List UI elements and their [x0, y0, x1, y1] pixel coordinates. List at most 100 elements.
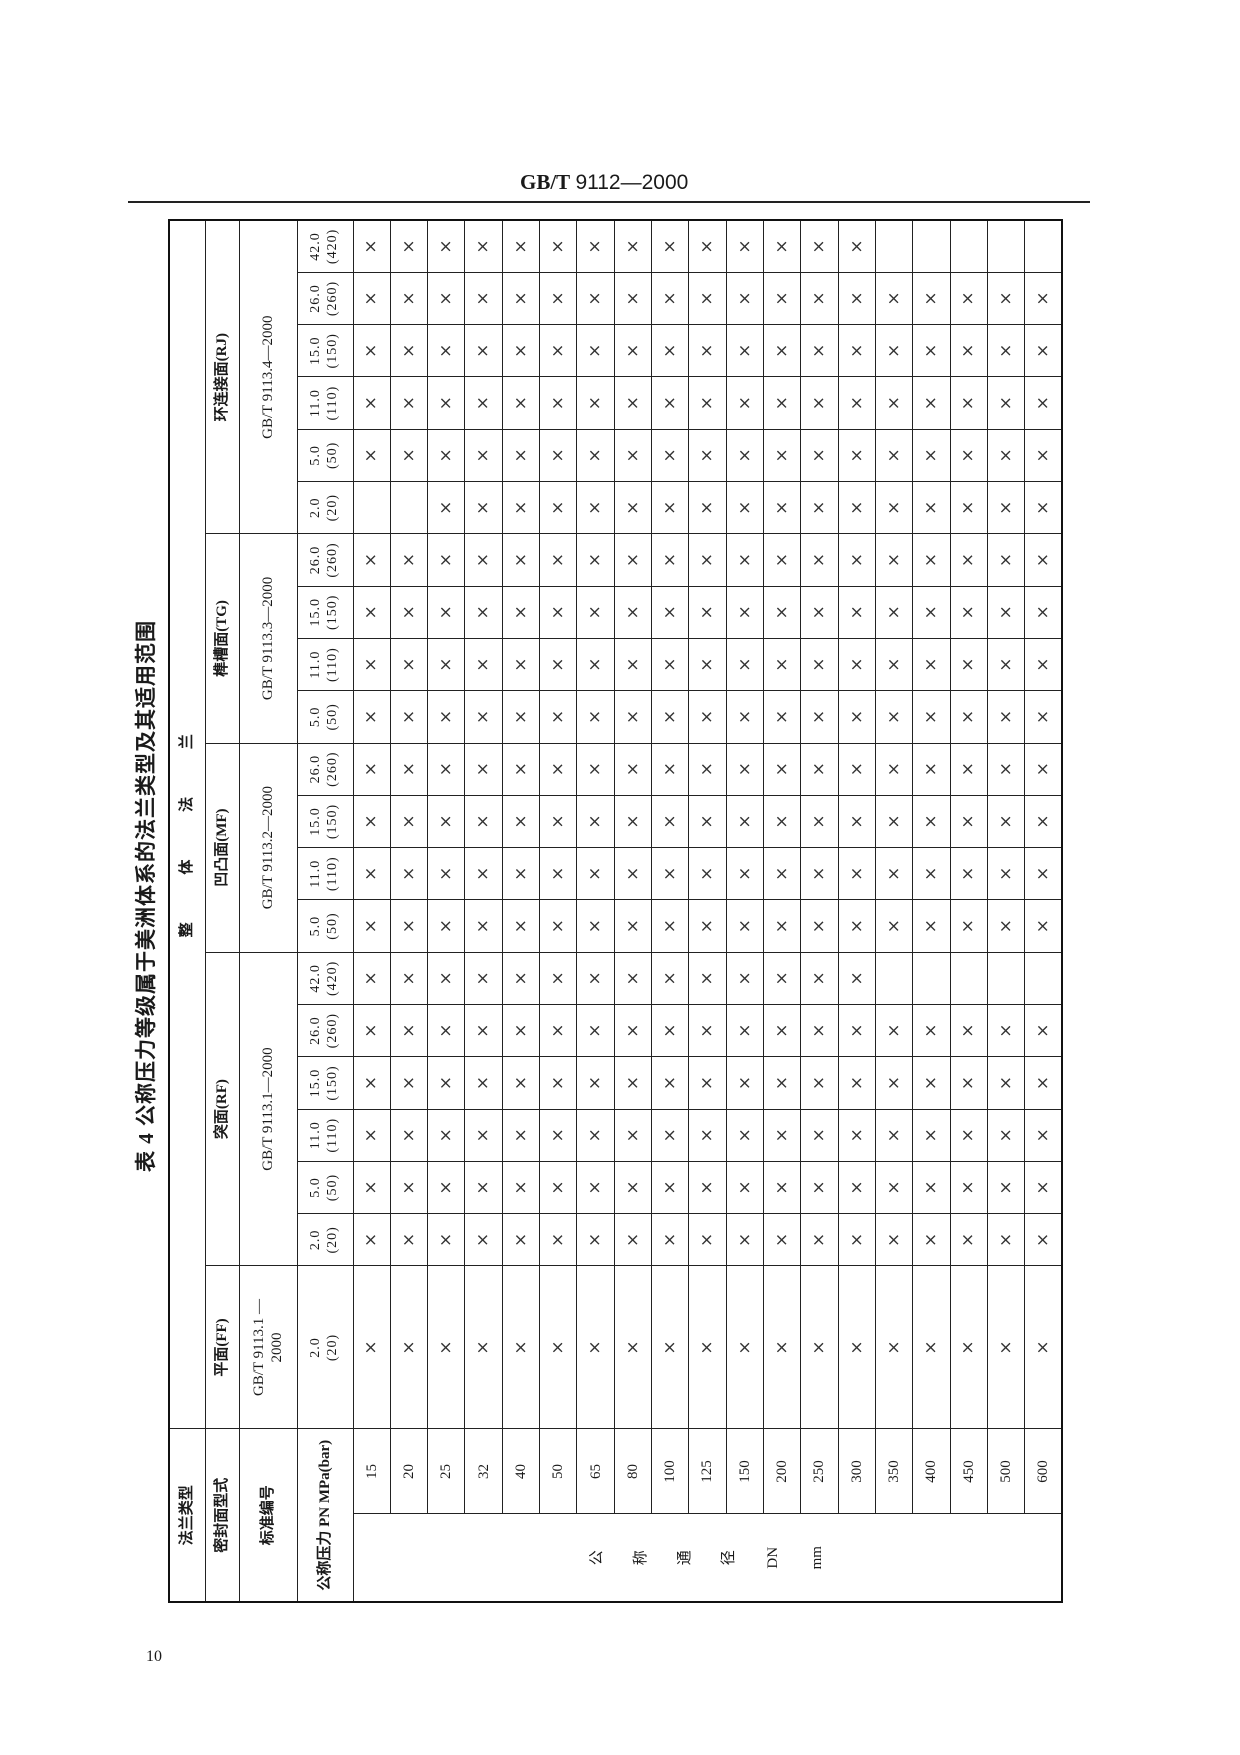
- applicable-mark: ×: [502, 1109, 540, 1162]
- empty-cell: [1024, 220, 1062, 273]
- applicable-mark: ×: [502, 272, 540, 325]
- applicable-mark: ×: [427, 743, 465, 796]
- applicable-mark: ×: [688, 533, 727, 587]
- applicable-mark: ×: [950, 586, 988, 639]
- table-row: 公称通径 DN mm 15 × × × × × × × × × × × × × × × × × × × ×: [353, 220, 1062, 1602]
- applicable-mark: ×: [688, 1109, 727, 1162]
- pressure-mpa: 11.0: [308, 1121, 324, 1150]
- applicable-mark: ×: [726, 1109, 764, 1162]
- applicable-mark: ×: [912, 1109, 950, 1162]
- empty-cell: [912, 220, 950, 273]
- applicable-mark: ×: [651, 1213, 689, 1266]
- applicable-mark: ×: [502, 376, 540, 430]
- dn-value: 400: [912, 1428, 950, 1514]
- standard-no-header: GB/T 9113.1 —2000: [239, 1265, 297, 1429]
- applicable-mark: ×: [838, 533, 876, 587]
- table-row: 600 × × × × × × × × × × × × × × × × × × ×: [1024, 220, 1062, 1602]
- applicable-mark: ×: [614, 324, 652, 377]
- empty-cell: [1024, 952, 1062, 1005]
- applicable-mark: ×: [1024, 638, 1062, 691]
- dn-label-part: mm: [809, 1546, 826, 1570]
- applicable-mark: ×: [987, 481, 1025, 534]
- applicable-mark: ×: [390, 429, 428, 482]
- dn-value: 200: [763, 1428, 801, 1514]
- pressure-bar: (50): [325, 441, 340, 470]
- applicable-mark: ×: [576, 690, 615, 744]
- applicable-mark: ×: [502, 429, 540, 482]
- applicable-mark: ×: [390, 1265, 428, 1429]
- applicable-mark: ×: [464, 429, 503, 482]
- applicable-mark: ×: [800, 952, 839, 1005]
- applicable-mark: ×: [651, 533, 689, 587]
- applicable-mark: ×: [875, 481, 913, 534]
- table-row: 25 × × × × × × × × × × × × × × × × × × × × ×: [427, 220, 465, 1602]
- applicable-mark: ×: [875, 533, 913, 587]
- applicable-mark: ×: [950, 324, 988, 377]
- applicable-mark: ×: [614, 847, 652, 900]
- dn-label: 公 称 通 径 DN mm: [588, 1515, 826, 1602]
- applicable-mark: ×: [987, 1004, 1025, 1057]
- table-title: 表 4 公称压力等级属于美洲体系的法兰类型及其适用范围: [134, 620, 158, 1172]
- applicable-mark: ×: [838, 899, 876, 953]
- applicable-mark: ×: [651, 690, 689, 744]
- applicable-mark: ×: [539, 899, 577, 953]
- applicable-mark: ×: [353, 1004, 391, 1057]
- applicable-mark: ×: [875, 847, 913, 900]
- applicable-mark: ×: [763, 376, 801, 430]
- table-row: 150 × × × × × × × × × × × × × × × × × × × × ×: [726, 220, 764, 1602]
- applicable-mark: ×: [726, 586, 764, 639]
- dn-value: 20: [390, 1428, 428, 1514]
- applicable-mark: ×: [726, 481, 764, 534]
- applicable-mark: ×: [688, 586, 727, 639]
- applicable-mark: ×: [353, 324, 391, 377]
- pressure-mpa: 15.0: [308, 598, 324, 627]
- applicable-mark: ×: [688, 743, 727, 796]
- applicable-mark: ×: [502, 1004, 540, 1057]
- applicable-mark: ×: [390, 690, 428, 744]
- applicable-mark: ×: [726, 899, 764, 953]
- dn-label-part: 通: [677, 1550, 694, 1566]
- dn-label-part: 径: [721, 1550, 738, 1566]
- applicable-mark: ×: [651, 743, 689, 796]
- applicable-mark: ×: [502, 481, 540, 534]
- sealing-face-header: 突面(RF): [205, 952, 239, 1266]
- applicable-mark: ×: [390, 952, 428, 1005]
- applicable-mark: ×: [838, 272, 876, 325]
- pressure-header: 5.0 (50): [297, 690, 353, 744]
- applicable-mark: ×: [1024, 272, 1062, 325]
- applicable-mark: ×: [912, 690, 950, 744]
- applicable-mark: ×: [838, 429, 876, 482]
- applicable-mark: ×: [539, 1056, 577, 1110]
- applicable-mark: ×: [838, 1056, 876, 1110]
- applicable-mark: ×: [502, 324, 540, 377]
- applicable-mark: ×: [763, 220, 801, 273]
- applicable-mark: ×: [427, 952, 465, 1005]
- applicable-mark: ×: [502, 690, 540, 744]
- applicable-mark: ×: [838, 1004, 876, 1057]
- applicable-mark: ×: [763, 638, 801, 691]
- applicable-mark: ×: [688, 899, 727, 953]
- applicable-mark: ×: [688, 1265, 727, 1429]
- applicable-mark: ×: [651, 1056, 689, 1110]
- applicable-mark: ×: [800, 220, 839, 273]
- pressure-header: 11.0 (110): [297, 638, 353, 691]
- applicable-mark: ×: [614, 1109, 652, 1162]
- applicable-mark: ×: [502, 899, 540, 953]
- dn-label-part: DN: [765, 1546, 782, 1569]
- applicable-mark: ×: [427, 1265, 465, 1429]
- applicable-mark: ×: [763, 1161, 801, 1214]
- dn-value: 25: [427, 1428, 465, 1514]
- applicable-mark: ×: [353, 272, 391, 325]
- applicable-mark: ×: [651, 899, 689, 953]
- applicable-mark: ×: [1024, 1213, 1062, 1266]
- applicable-mark: ×: [688, 429, 727, 482]
- applicable-mark: ×: [726, 847, 764, 900]
- applicable-mark: ×: [987, 533, 1025, 587]
- pressure-bar: (150): [325, 803, 340, 840]
- pressure-header: 42.0 (420): [297, 220, 353, 273]
- applicable-mark: ×: [651, 638, 689, 691]
- applicable-mark: ×: [576, 638, 615, 691]
- applicable-mark: ×: [875, 1161, 913, 1214]
- applicable-mark: ×: [614, 899, 652, 953]
- applicable-mark: ×: [502, 1056, 540, 1110]
